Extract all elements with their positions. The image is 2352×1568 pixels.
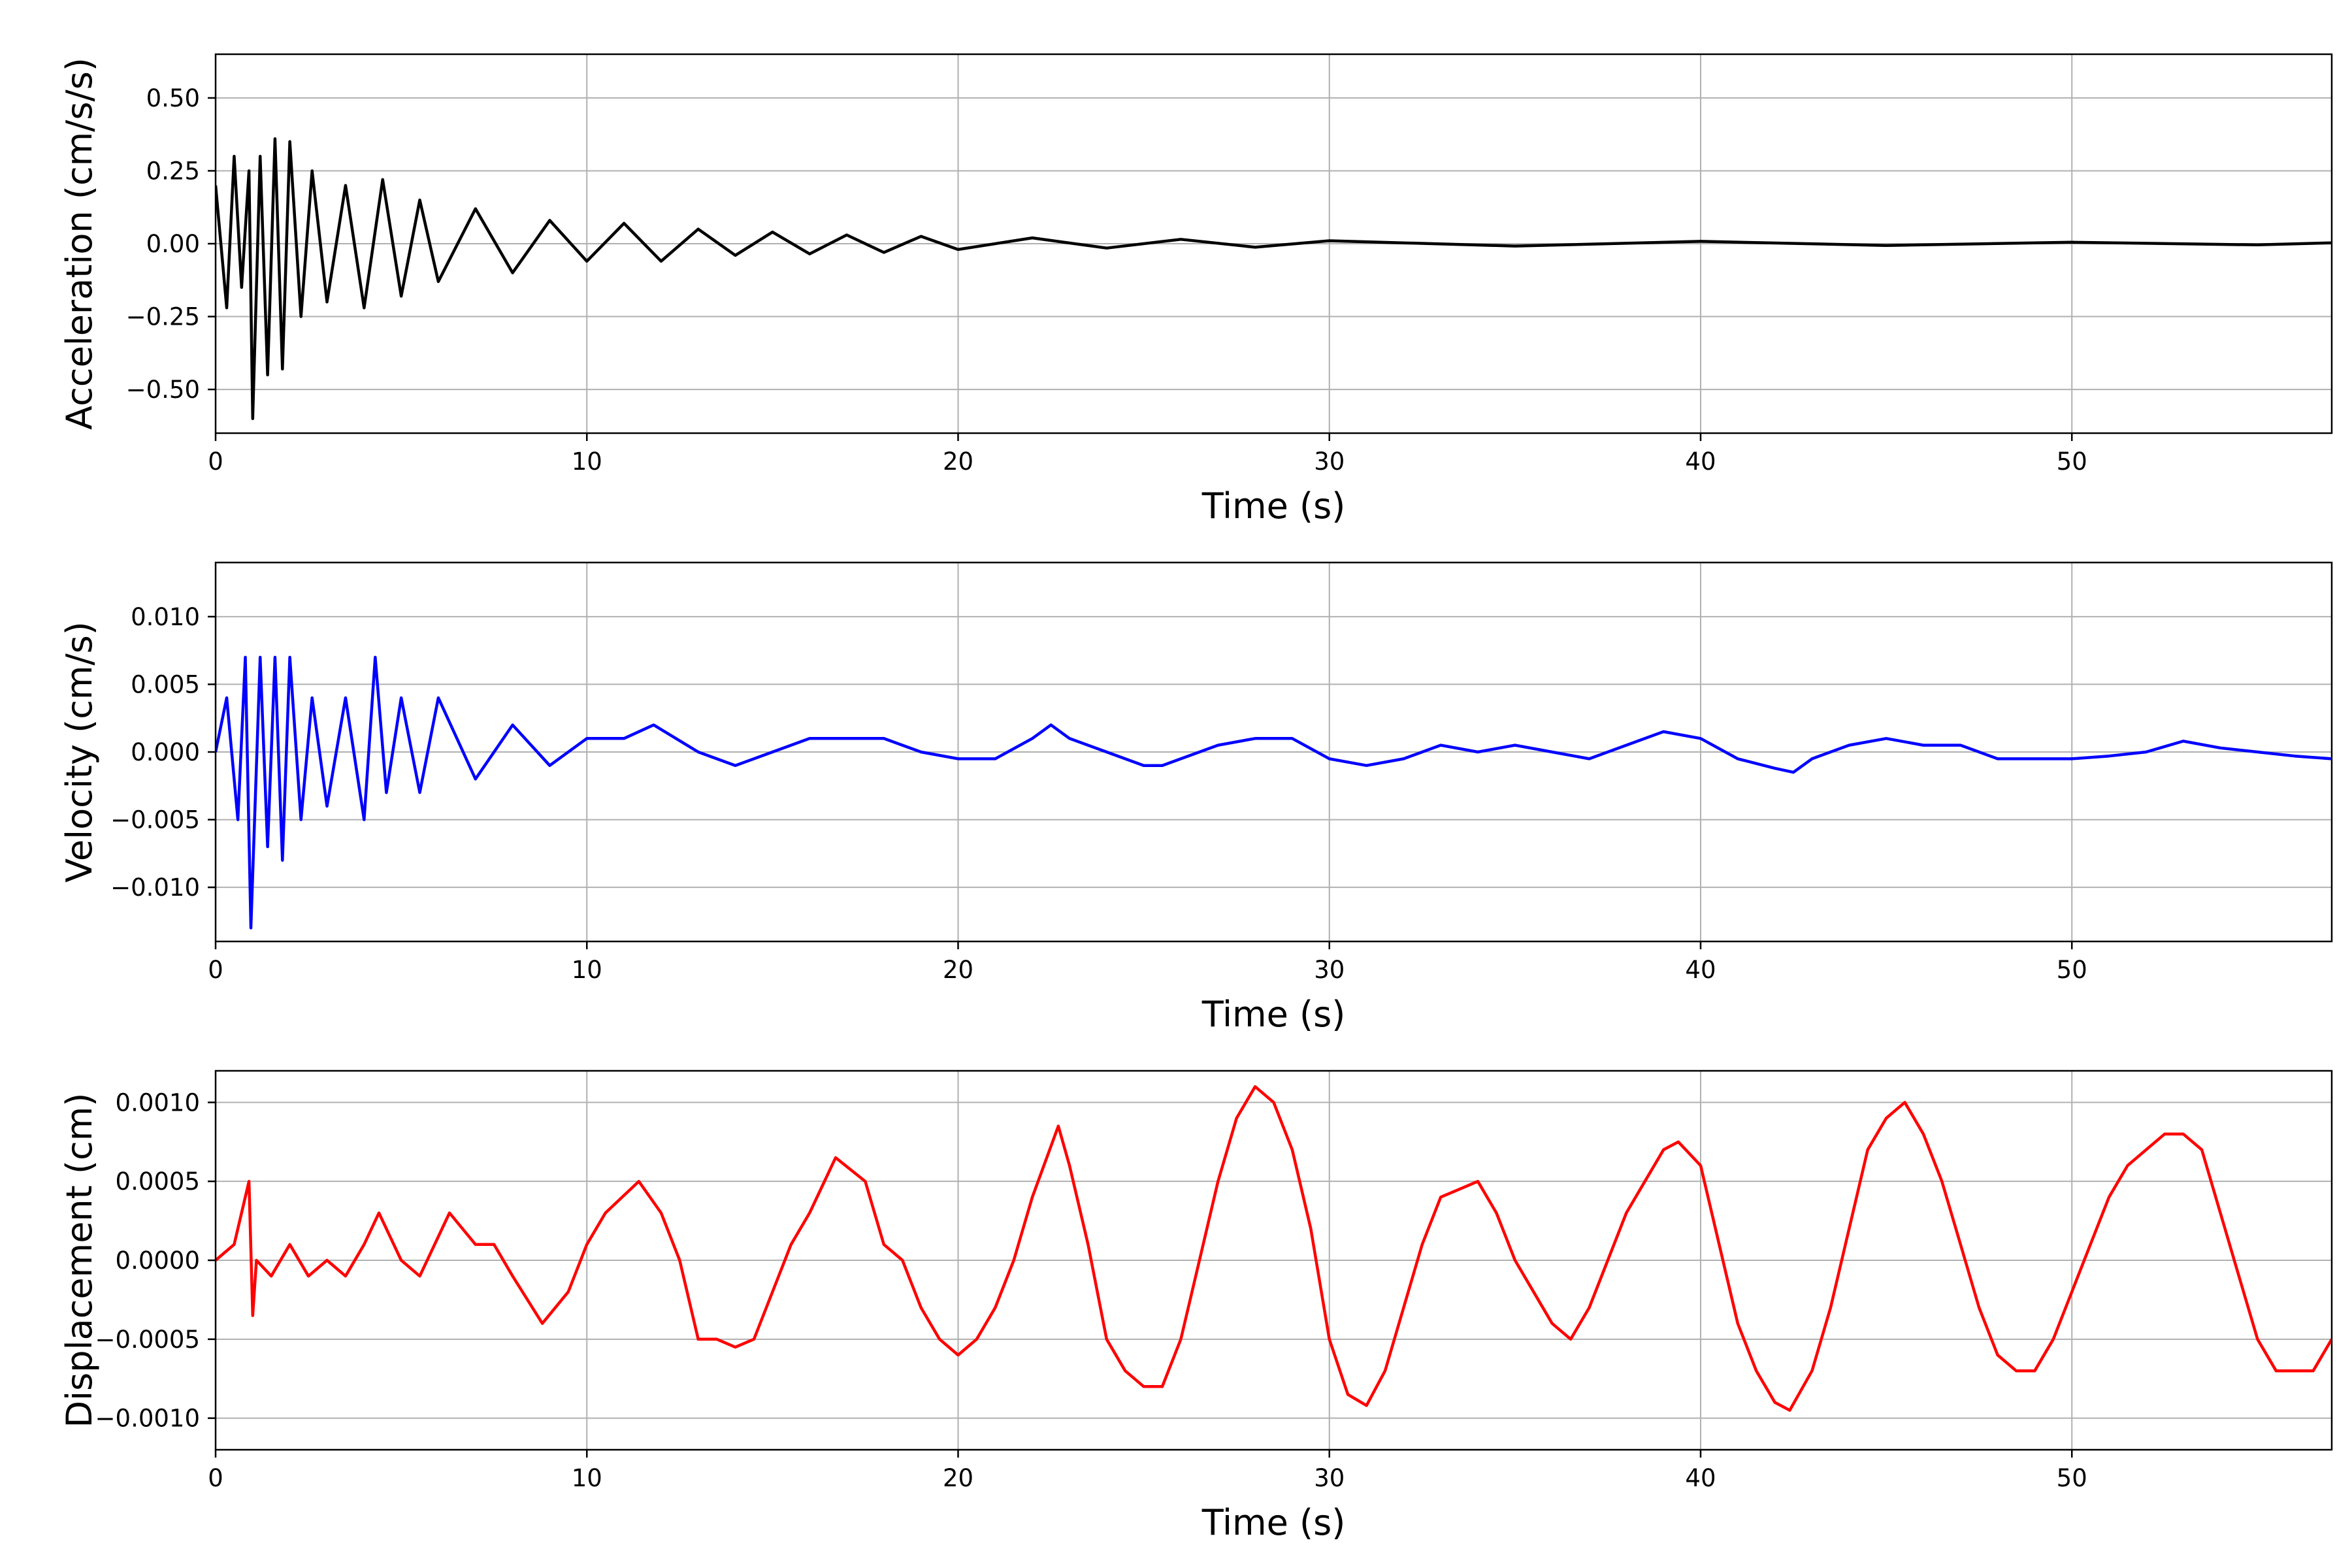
acceleration-series-line <box>216 137 2332 420</box>
x-tick-label: 20 <box>943 956 973 984</box>
x-tick-label: 10 <box>572 1464 602 1492</box>
acceleration-panel: 0 10 20 30 40 50 −0.50 −0.25 0.00 0.25 0.50 Time (s… <box>59 53 2333 527</box>
velocity-panel: 0 10 20 30 40 50 −0.010 −0.005 0.000 0.005 0.010 Ti… <box>59 561 2333 1035</box>
x-tick-label: 20 <box>943 1464 973 1492</box>
y-tick-label: −0.0010 <box>95 1405 200 1433</box>
y-tick-label: −0.005 <box>110 806 200 834</box>
y-tick-label: 0.005 <box>131 670 200 698</box>
velocity-x-axis-label: Time (s) <box>1201 994 1346 1035</box>
x-tick-label: 10 <box>572 448 602 476</box>
x-tick-label: 50 <box>2057 956 2087 984</box>
y-tick-label: 0.50 <box>146 84 200 112</box>
x-tick-label: 50 <box>2057 1464 2087 1492</box>
x-tick-label: 50 <box>2057 448 2087 476</box>
x-tick-label: 20 <box>943 448 973 476</box>
displacement-panel: 0 10 20 30 40 50 −0.0010 −0.0005 0.0000 0.0005 0.0… <box>59 1070 2333 1543</box>
y-tick-label: 0.00 <box>146 230 200 258</box>
x-tick-label: 0 <box>208 956 223 984</box>
x-tick-label: 30 <box>1314 448 1345 476</box>
x-tick-label: 0 <box>208 448 223 476</box>
x-tick-label: 40 <box>1685 448 1716 476</box>
velocity-series-line <box>216 655 2332 930</box>
x-tick-label: 40 <box>1685 1464 1716 1492</box>
y-tick-label: 0.0010 <box>116 1088 200 1117</box>
y-tick-label: 0.010 <box>131 603 200 631</box>
y-tick-label: 0.0000 <box>116 1247 200 1275</box>
x-tick-label: 30 <box>1314 956 1345 984</box>
acceleration-y-axis-label: Acceleration (cm/s/s) <box>59 57 100 430</box>
x-tick-label: 40 <box>1685 956 1716 984</box>
y-tick-label: −0.0005 <box>95 1326 200 1354</box>
y-tick-label: 0.000 <box>131 738 200 766</box>
displacement-y-axis-label: Displacement (cm) <box>59 1093 100 1428</box>
displacement-series-line <box>216 1085 2332 1412</box>
acceleration-x-axis-label: Time (s) <box>1201 485 1346 527</box>
y-tick-label: 0.0005 <box>116 1168 200 1196</box>
x-tick-label: 0 <box>208 1464 223 1492</box>
y-tick-label: −0.010 <box>110 874 200 902</box>
y-tick-label: −0.25 <box>126 303 200 331</box>
x-tick-label: 30 <box>1314 1464 1345 1492</box>
y-tick-label: −0.50 <box>126 376 200 404</box>
y-tick-label: 0.25 <box>146 157 200 185</box>
x-tick-label: 10 <box>572 956 602 984</box>
velocity-y-axis-label: Velocity (cm/s) <box>59 621 100 883</box>
displacement-x-axis-label: Time (s) <box>1201 1502 1346 1543</box>
